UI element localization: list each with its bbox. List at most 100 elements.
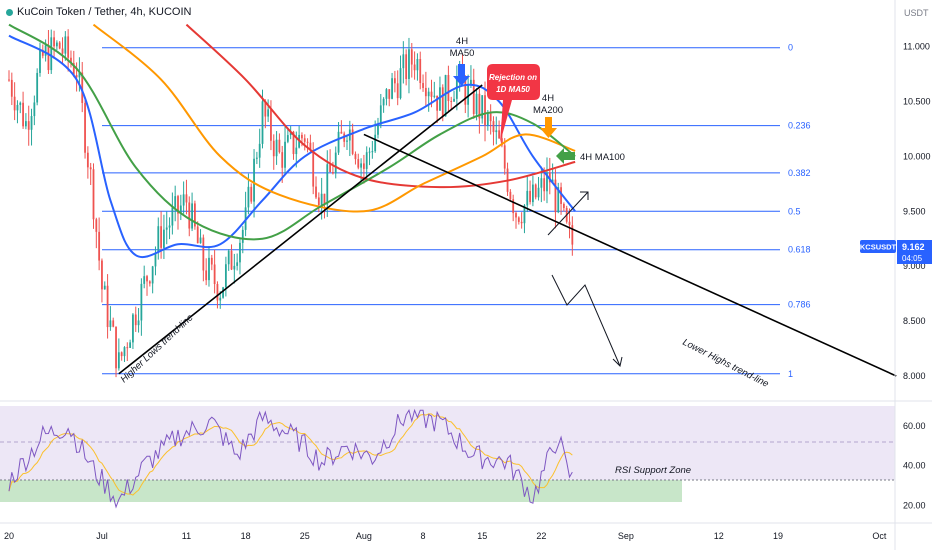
candle-body xyxy=(47,45,50,71)
candle-body xyxy=(140,283,143,321)
candle-body xyxy=(151,266,154,284)
candle-body xyxy=(368,151,371,153)
lower-highs-trend-line xyxy=(363,133,897,377)
fib-label-1: 1 xyxy=(788,369,793,379)
rsi-ma-line xyxy=(8,413,573,496)
time-tick-label: 12 xyxy=(714,531,724,541)
symbol-header[interactable]: KuCoin Token / Tether, 4h, KUCOIN xyxy=(6,6,191,18)
ma50-label-line2: MA50 xyxy=(450,48,475,59)
candle-body xyxy=(247,186,250,208)
ma200-line xyxy=(92,23,576,213)
time-tick-label: 11 xyxy=(182,531,191,541)
price-tick-label: 10.500 xyxy=(903,97,931,107)
candle-body xyxy=(416,58,419,71)
candle-body xyxy=(562,203,565,209)
candle-body xyxy=(393,78,396,84)
trend-lines xyxy=(118,84,897,377)
candle-body xyxy=(16,104,19,111)
candle-body xyxy=(377,124,379,135)
candle-body xyxy=(160,226,162,248)
candle-body xyxy=(467,84,470,105)
candle-body xyxy=(236,262,239,266)
rejection-text-line1: Rejection on xyxy=(489,73,537,82)
candle-body xyxy=(103,285,106,290)
projection-up-arrow xyxy=(547,191,589,236)
ma200-label-line2: MA200 xyxy=(533,105,563,116)
price-tick-label: 9.500 xyxy=(903,206,926,216)
candle-body xyxy=(86,152,89,168)
candle-body xyxy=(419,58,422,84)
candle-body xyxy=(306,141,309,143)
candle-body xyxy=(53,37,55,47)
candle-body xyxy=(50,37,53,71)
candle-body xyxy=(484,95,486,126)
candle-body xyxy=(115,326,117,369)
candle-body xyxy=(408,49,410,79)
rsi-tick-label: 20.00 xyxy=(903,500,926,510)
candle-body xyxy=(123,347,126,357)
fib-label-0.618: 0.618 xyxy=(788,245,811,255)
candle-body xyxy=(98,231,101,261)
price-tick-label: 9.000 xyxy=(903,261,926,271)
candle-body xyxy=(317,197,320,206)
ma50-line xyxy=(8,34,576,258)
candle-body xyxy=(436,95,439,111)
ma-green-line xyxy=(8,23,576,241)
candle-body xyxy=(112,320,115,327)
fib-label-0: 0 xyxy=(788,43,793,53)
candle-body xyxy=(410,49,413,65)
candle-body xyxy=(205,270,208,281)
candle-body xyxy=(216,284,219,301)
candle-body xyxy=(278,139,281,153)
price-tick-label: 10.000 xyxy=(903,151,931,161)
candle-body xyxy=(284,141,286,168)
candle-body xyxy=(517,217,520,222)
fib-label-0.5: 0.5 xyxy=(788,206,801,216)
candle-body xyxy=(520,221,523,224)
candle-body xyxy=(571,225,574,245)
candle-body xyxy=(129,342,132,348)
candle-body xyxy=(137,320,140,326)
bar-countdown: 04:05 xyxy=(902,254,923,263)
candle-body xyxy=(430,91,433,97)
candle-body xyxy=(270,109,272,141)
candle-body xyxy=(208,257,210,281)
candle-body xyxy=(239,242,241,263)
ticker-tag xyxy=(860,240,896,253)
candle-body xyxy=(340,131,343,134)
candle-body xyxy=(120,352,123,357)
candle-body xyxy=(219,297,222,301)
candle-body xyxy=(89,167,92,170)
candle-body xyxy=(182,194,185,206)
candle-body xyxy=(396,83,399,99)
projection-down-path xyxy=(551,274,621,367)
projection-down-arrowhead xyxy=(612,356,623,367)
time-tick-label: Oct xyxy=(872,531,887,541)
candle-body xyxy=(337,131,340,153)
candle-body xyxy=(230,250,233,270)
candle-body xyxy=(475,93,478,114)
candle-body xyxy=(385,89,388,99)
ma200-arrow-icon xyxy=(540,117,557,138)
candle-body xyxy=(363,163,365,169)
candle-body xyxy=(332,172,334,174)
candle-body xyxy=(25,121,27,127)
candle-body xyxy=(470,79,472,85)
candle-body xyxy=(157,226,160,253)
candle-body xyxy=(351,129,354,154)
candle-body xyxy=(424,87,427,97)
ticker-label: KCSUSDT xyxy=(860,243,897,252)
candle-body xyxy=(486,113,489,126)
candle-body xyxy=(543,178,546,192)
time-axis-ticks: 20Jul111825Aug81522Sep1219Oct10 xyxy=(4,531,887,541)
price-tick-label: 8.000 xyxy=(903,371,926,381)
candle-body xyxy=(39,49,41,73)
candle-body xyxy=(526,190,529,206)
candle-body xyxy=(464,80,467,105)
candle-body xyxy=(171,207,174,226)
candle-body xyxy=(272,140,275,157)
projection-up-arrowhead xyxy=(580,191,589,200)
candle-body xyxy=(36,72,39,103)
candle-body xyxy=(557,187,560,213)
